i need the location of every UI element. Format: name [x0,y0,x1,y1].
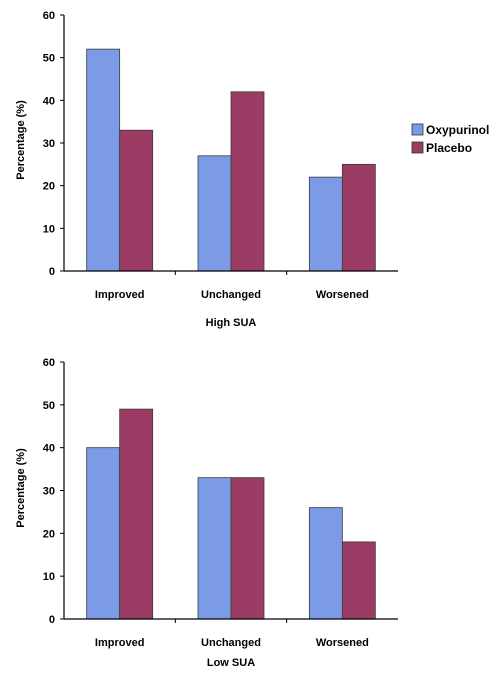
legend-swatch-placebo [411,141,424,154]
x-tick-label-improved: Improved [95,637,145,649]
bar-low-unchanged-placebo [230,477,265,620]
y-tick-label: 20 [43,181,55,193]
y-tick-label: 10 [43,223,55,235]
bars-low-sua [86,408,376,620]
y-tick-label: 60 [43,357,55,369]
bar-high-improved-placebo [119,129,154,272]
y-tick-label: 60 [43,10,55,22]
y-tick-label: 0 [49,266,55,278]
y-axis-label-high: Percentage (%) [15,100,27,180]
bar-high-unchanged-placebo [230,91,265,272]
x-tick-label-improved: Improved [95,289,145,301]
bar-high-worsened-placebo [341,163,376,272]
bar-high-worsened-oxypurinol [308,176,343,272]
x-axis-label-high: High SUA [206,317,257,329]
x-tick-label-worsened: Worsened [316,289,369,301]
y-tick-label: 50 [43,400,55,412]
bar-high-improved-oxypurinol [86,48,121,272]
axes-high-sua: Improved Unchanged Worsened 0 10 20 30 40 50 60 [43,10,398,301]
bars-high-sua [86,48,376,272]
y-tick-label: 30 [43,486,55,498]
y-tick-label: 0 [49,614,55,626]
x-tick-label-unchanged: Unchanged [201,289,261,301]
y-tick-label: 40 [43,443,55,455]
x-axis-label-low: Low SUA [207,657,255,669]
y-tick-label: 20 [43,528,55,540]
legend: Oxypurinol Placebo [411,123,489,155]
bar-low-unchanged-oxypurinol [197,477,232,620]
chart-low-sua: Percentage (%) Improved Unchanged Worsened… [15,357,398,669]
bar-low-worsened-placebo [341,541,376,620]
y-tick-label: 40 [43,95,55,107]
bar-low-improved-oxypurinol [86,447,121,620]
y-tick-label: 10 [43,571,55,583]
bar-low-worsened-oxypurinol [308,507,343,620]
y-axis-label-low: Percentage (%) [15,448,27,528]
x-tick-label-unchanged: Unchanged [201,637,261,649]
y-tick-label: 30 [43,138,55,150]
x-tick-label-worsened: Worsened [316,637,369,649]
legend-label-oxypurinol: Oxypurinol [426,123,489,137]
bar-high-unchanged-oxypurinol [197,155,232,272]
bar-low-improved-placebo [119,408,154,620]
axes-low-sua: Improved Unchanged Worsened 0 10 20 30 40 50 60 [43,357,398,649]
y-tick-label: 50 [43,53,55,65]
legend-label-placebo: Placebo [426,141,472,155]
legend-swatch-oxypurinol [411,123,424,136]
chart-high-sua: Percentage (%) Improved Unchanged Worsened… [15,10,398,329]
